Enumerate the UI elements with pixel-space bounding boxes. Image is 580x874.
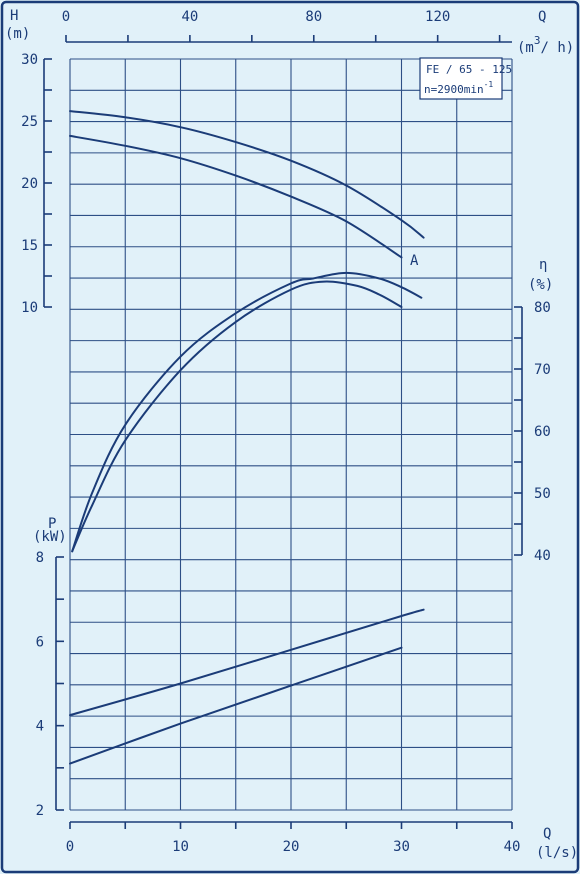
q-bottom-unit: (l/s) xyxy=(536,845,578,861)
top-axis: 0 40 80 120 xyxy=(62,9,512,43)
h-tick-label: 30 xyxy=(21,52,38,68)
p-tick-label: 2 xyxy=(36,803,44,819)
curves xyxy=(69,110,425,765)
q-top-name: Q xyxy=(538,9,546,25)
p-tick-label: 8 xyxy=(36,550,44,566)
bottom-tick-label: 20 xyxy=(283,839,300,855)
h-axis-unit: (m) xyxy=(5,26,30,42)
eta-axis-name: η xyxy=(539,257,547,273)
curve-label-a: A xyxy=(410,253,419,269)
p-axis-unit: (kW) xyxy=(33,529,67,545)
h-axis: 10 15 20 25 30 H (m) xyxy=(5,8,52,316)
bottom-tick-label: 40 xyxy=(504,839,521,855)
p-tick-label: 6 xyxy=(36,634,44,650)
h-tick-label: 20 xyxy=(21,176,38,192)
eta-tick-label: 70 xyxy=(534,362,551,378)
bottom-tick-label: 0 xyxy=(66,839,74,855)
power-curve xyxy=(69,646,403,765)
eta-axis-unit: (%) xyxy=(528,277,553,293)
model-name: FE / 65 - 125 xyxy=(426,63,512,76)
h-tick-label: 15 xyxy=(21,238,38,254)
h-axis-name: H xyxy=(10,8,18,24)
q-top-unit: (m3/ h) xyxy=(517,34,574,56)
q-bottom-name: Q xyxy=(543,826,551,842)
power-curve xyxy=(69,608,425,717)
efficiency-curve xyxy=(71,280,403,553)
head-curve xyxy=(69,110,425,239)
p-axis-name: P xyxy=(48,516,56,532)
q-top-unit-b: / h) xyxy=(540,40,574,56)
p-tick-label: 4 xyxy=(36,719,44,735)
top-tick-label: 40 xyxy=(181,9,198,25)
h-tick-label: 25 xyxy=(21,114,38,130)
q-top-unit-exp: 3 xyxy=(534,34,541,47)
efficiency-curve xyxy=(71,271,423,553)
eta-axis: 40 50 60 70 80 η (%) xyxy=(514,257,553,564)
model-speed-exp: -1 xyxy=(484,80,494,89)
top-tick-label: 120 xyxy=(425,9,450,25)
model-speed: n=2900min-1 xyxy=(424,80,493,96)
h-tick-label: 10 xyxy=(21,300,38,316)
top-tick-label: 0 xyxy=(62,9,70,25)
head-curve xyxy=(69,134,403,259)
eta-tick-label: 40 xyxy=(534,548,551,564)
bottom-axis: 0 10 20 30 40 xyxy=(66,821,521,855)
p-axis: 2 4 6 8 P (kW) xyxy=(33,516,67,819)
top-tick-label: 80 xyxy=(305,9,322,25)
grid xyxy=(69,58,513,811)
bottom-tick-label: 10 xyxy=(172,839,189,855)
eta-tick-label: 80 xyxy=(534,300,551,316)
q-top-unit-a: (m xyxy=(517,40,534,56)
bottom-tick-label: 30 xyxy=(393,839,410,855)
model-box: FE / 65 - 125 n=2900min-1 xyxy=(419,57,512,100)
model-speed-text: n=2900min xyxy=(424,83,484,96)
eta-tick-label: 50 xyxy=(534,486,551,502)
eta-tick-label: 60 xyxy=(534,424,551,440)
